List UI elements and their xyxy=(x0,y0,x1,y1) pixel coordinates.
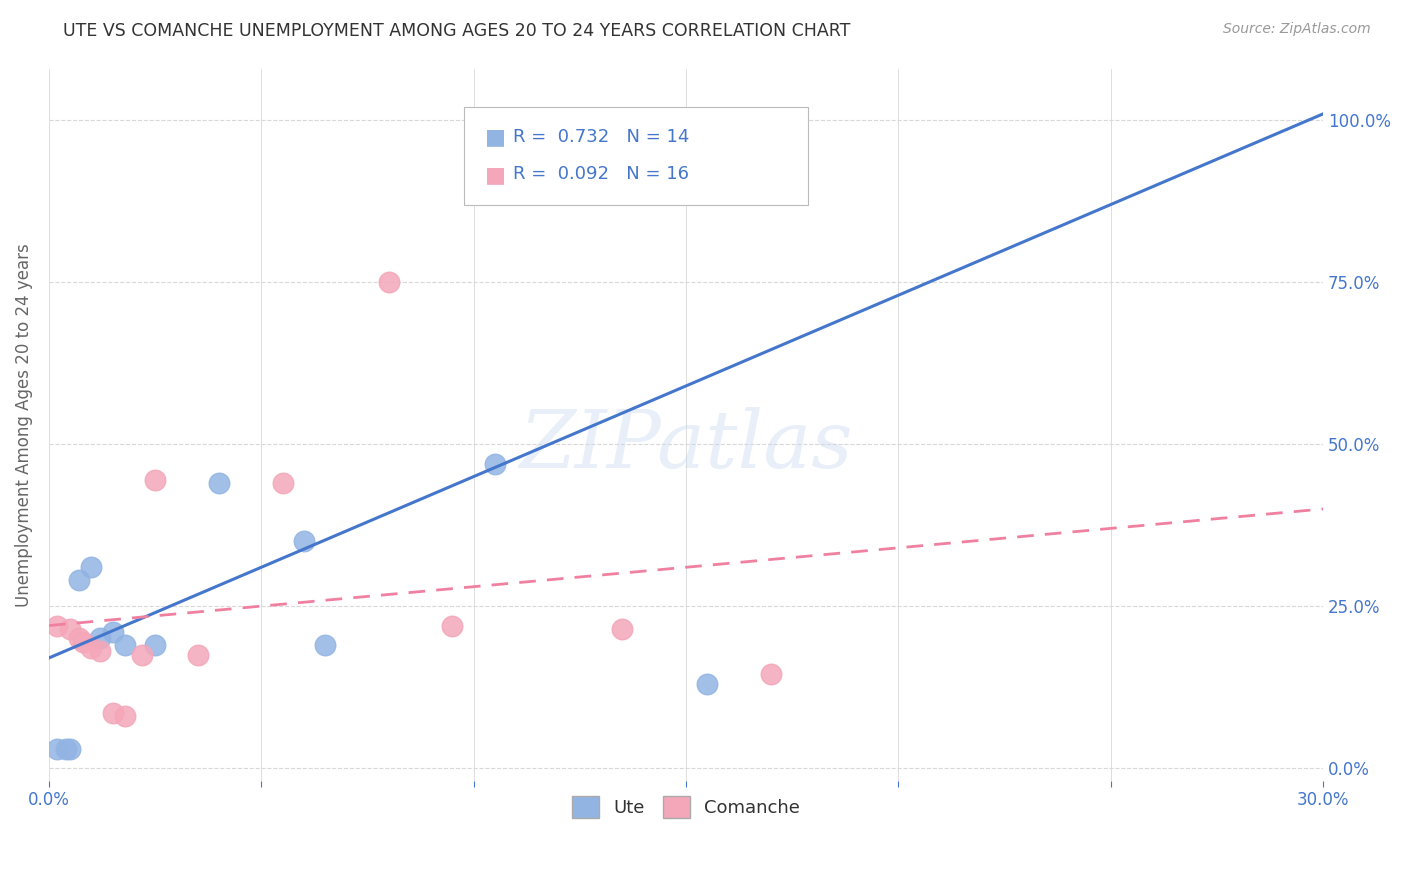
Point xyxy=(101,625,124,640)
Point xyxy=(271,476,294,491)
Text: Source: ZipAtlas.com: Source: ZipAtlas.com xyxy=(1223,22,1371,37)
Text: R =  0.092   N = 16: R = 0.092 N = 16 xyxy=(513,165,689,183)
Point xyxy=(89,632,111,646)
Point xyxy=(46,741,69,756)
Point xyxy=(67,632,90,646)
Text: R =  0.732   N = 14: R = 0.732 N = 14 xyxy=(513,128,689,145)
Point xyxy=(187,648,209,662)
Y-axis label: Unemployment Among Ages 20 to 24 years: Unemployment Among Ages 20 to 24 years xyxy=(15,243,32,607)
Point xyxy=(292,534,315,549)
Text: ZIPatlas: ZIPatlas xyxy=(519,408,853,485)
Point xyxy=(72,634,94,648)
Point xyxy=(59,622,82,636)
Point xyxy=(89,644,111,658)
Point xyxy=(143,638,166,652)
Point xyxy=(696,677,718,691)
Point xyxy=(612,622,634,636)
Point xyxy=(55,741,77,756)
Point xyxy=(484,457,506,471)
Point xyxy=(101,706,124,720)
Point xyxy=(114,638,136,652)
Point xyxy=(59,741,82,756)
Text: ■: ■ xyxy=(485,128,506,147)
Point xyxy=(80,641,103,656)
Point xyxy=(759,667,782,681)
Point xyxy=(46,618,69,632)
Point xyxy=(208,476,231,491)
Point xyxy=(441,618,464,632)
Point xyxy=(143,473,166,487)
Text: ■: ■ xyxy=(485,165,506,185)
Legend: Ute, Comanche: Ute, Comanche xyxy=(565,789,807,825)
Point xyxy=(114,709,136,723)
Text: UTE VS COMANCHE UNEMPLOYMENT AMONG AGES 20 TO 24 YEARS CORRELATION CHART: UTE VS COMANCHE UNEMPLOYMENT AMONG AGES … xyxy=(63,22,851,40)
Point xyxy=(377,275,399,289)
Point xyxy=(80,560,103,574)
Point xyxy=(131,648,153,662)
Point xyxy=(67,573,90,587)
Point xyxy=(314,638,336,652)
